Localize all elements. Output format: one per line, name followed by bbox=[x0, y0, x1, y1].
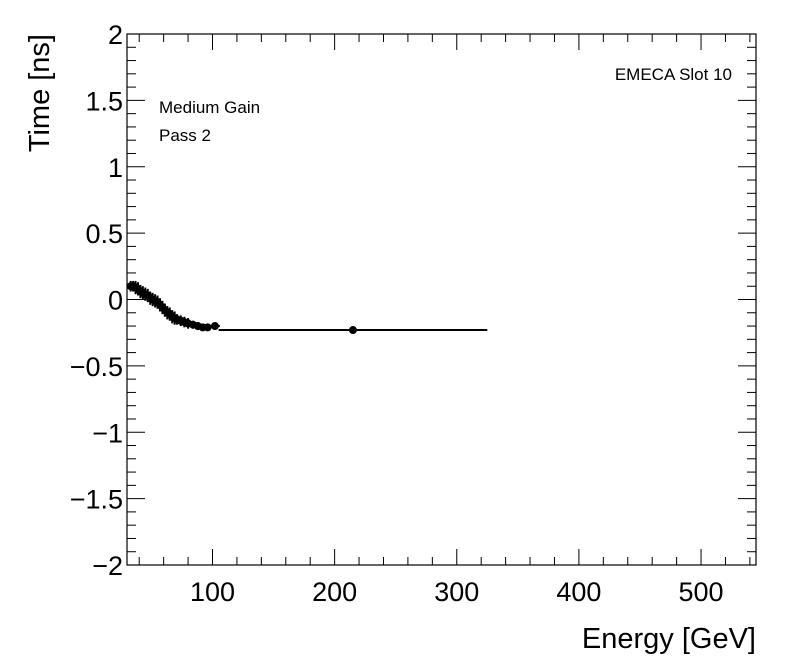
y-axis-title: Time [ns] bbox=[24, 34, 56, 152]
y-tick-label: −2 bbox=[92, 551, 123, 581]
y-tick-label: −0.5 bbox=[70, 352, 123, 382]
data-point bbox=[203, 323, 212, 332]
y-tick-label: −1.5 bbox=[70, 485, 123, 515]
plot-frame bbox=[126, 33, 757, 566]
y-tick-label: −1 bbox=[92, 418, 123, 448]
gain-label: Medium Gain bbox=[159, 98, 260, 117]
y-tick-label: 0 bbox=[108, 286, 123, 316]
y-tick-label: 0.5 bbox=[85, 219, 123, 249]
x-tick-label: 500 bbox=[679, 577, 724, 607]
data-point bbox=[348, 326, 357, 335]
pass-label: Pass 2 bbox=[159, 126, 211, 145]
x-axis-title: Energy [GeV] bbox=[582, 623, 756, 655]
y-tick-label: 1 bbox=[108, 153, 123, 183]
axis-ticks bbox=[127, 33, 756, 566]
x-tick-label: 300 bbox=[434, 577, 479, 607]
slot-label: EMECA Slot 10 bbox=[615, 65, 732, 84]
data-series bbox=[126, 280, 488, 335]
y-tick-label: 1.5 bbox=[85, 86, 123, 116]
tick-labels: −2 −1.5 −1 −0.5 0 0.5 1 1.5 2 100 200 300 400 500 bbox=[70, 20, 724, 607]
data-point bbox=[210, 322, 219, 331]
y-tick-label: 2 bbox=[108, 20, 123, 50]
x-tick-label: 200 bbox=[312, 577, 357, 607]
x-tick-label: 400 bbox=[556, 577, 601, 607]
x-tick-label: 100 bbox=[190, 577, 235, 607]
